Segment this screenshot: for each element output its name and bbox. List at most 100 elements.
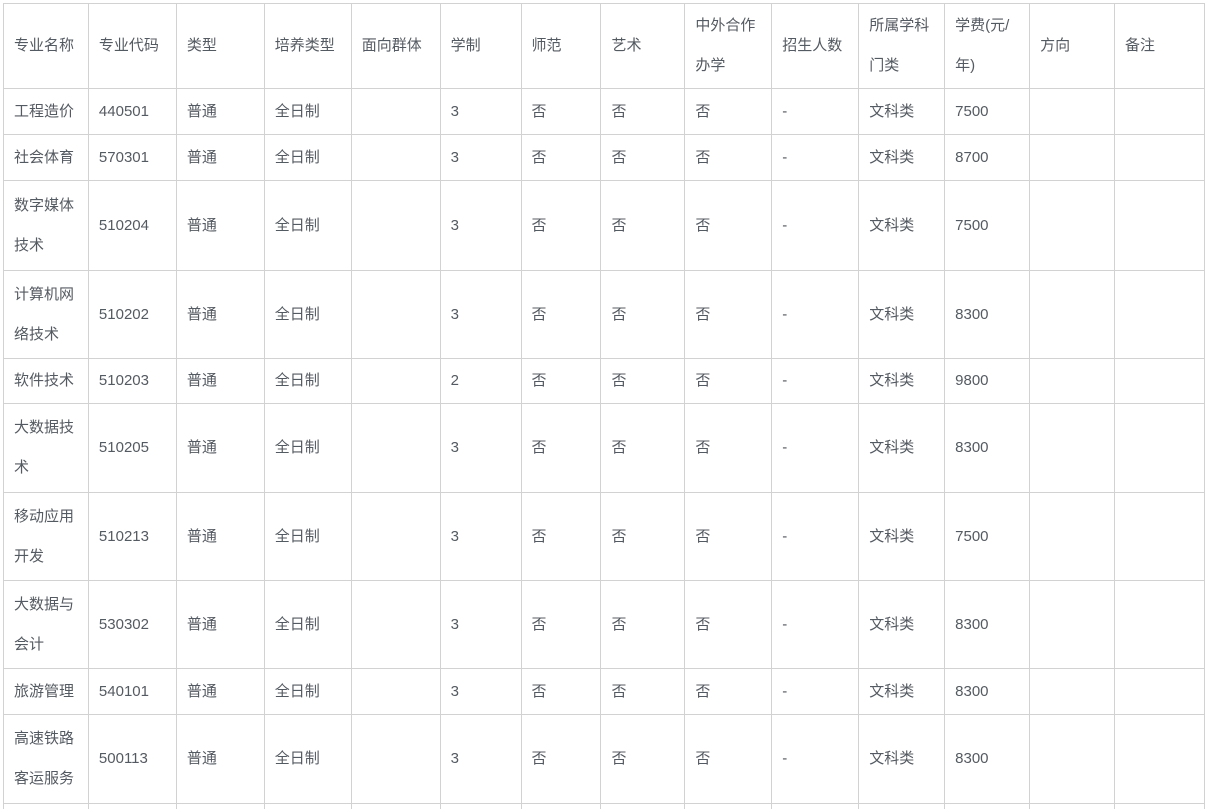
cell-duration: 3 <box>439 134 522 181</box>
cell-target-group <box>350 358 441 404</box>
cell-sino-foreign: 否 <box>684 180 773 271</box>
cell-duration: 3 <box>439 403 522 493</box>
cell-enrollment: - <box>771 714 860 804</box>
cell-discipline: 文科类 <box>858 134 946 181</box>
cell-discipline: 文科类 <box>858 403 946 493</box>
cell-enrollment: - <box>771 358 860 404</box>
cell-type: 普通 <box>175 492 265 581</box>
cell-discipline <box>858 803 946 809</box>
cell-remark <box>1114 668 1205 715</box>
column-header-remark: 备注 <box>1114 3 1205 89</box>
cell-sino-foreign: 否 <box>684 492 773 581</box>
cell-direction <box>1029 88 1115 135</box>
cell-major-name: 旅游管理 <box>3 668 89 715</box>
cell-tuition: 8300 <box>944 403 1031 493</box>
table-row: 大数据技术 510205 普通 全日制 3 否否否 - 文科类 8300 <box>3 403 1205 493</box>
column-header-duration: 学制 <box>439 3 522 89</box>
cell-discipline: 文科类 <box>858 270 946 359</box>
cell-major-code: 440501 <box>87 88 177 135</box>
cell-training-type: 全日制 <box>263 668 352 715</box>
cell-discipline: 文科类 <box>858 358 946 404</box>
cell-major-name: 大数据技术 <box>3 403 89 493</box>
cell-remark <box>1114 580 1205 669</box>
cell-major-code: 570301 <box>87 134 177 181</box>
cell-tuition: 7500 <box>944 180 1031 271</box>
cell-type: 普通 <box>175 270 265 359</box>
cell-major-code <box>87 803 177 809</box>
cell-training-type: 全日制 <box>263 714 352 804</box>
cell-target-group <box>350 403 441 493</box>
cell-type: 普通 <box>175 88 265 135</box>
cell-duration: 3 <box>439 580 522 669</box>
cell-remark <box>1114 270 1205 359</box>
header-row: 专业名称 专业代码 类型 培养类型 面向群体 学制 师范 艺术 中外合作办学 招生人数 所属学科门类… <box>3 3 1205 89</box>
cell-art: 否 <box>600 358 686 404</box>
table-row: 数字媒体技术 510204 普通 全日制 3 否否否 - 文科类 7500 <box>3 180 1205 271</box>
cell-target-group <box>350 88 441 135</box>
cell-sino-foreign: 否 <box>684 134 773 181</box>
cell-major-name: 社会体育 <box>3 134 89 181</box>
cell-training-type <box>263 803 352 809</box>
cell-normal-edu: 否 <box>520 714 602 804</box>
cell-remark <box>1114 88 1205 135</box>
cell-enrollment: - <box>771 88 860 135</box>
column-header-sino-foreign: 中外合作办学 <box>684 3 773 89</box>
cell-type: 普通 <box>175 403 265 493</box>
cell-type: 普通 <box>175 714 265 804</box>
cell-normal-edu: 否 <box>520 492 602 581</box>
cell-direction <box>1029 714 1115 804</box>
cell-art: 否 <box>600 668 686 715</box>
cell-discipline: 文科类 <box>858 668 946 715</box>
cell-art: 否 <box>600 88 686 135</box>
table-header: 专业名称 专业代码 类型 培养类型 面向群体 学制 师范 艺术 中外合作办学 招生人数 所属学科门类… <box>3 3 1205 89</box>
cell-direction <box>1029 803 1115 809</box>
cell-normal-edu: 否 <box>520 668 602 715</box>
column-header-major-name: 专业名称 <box>3 3 89 89</box>
cell-art: 否 <box>600 403 686 493</box>
cell-major-code: 510203 <box>87 358 177 404</box>
cell-direction <box>1029 180 1115 271</box>
cell-discipline: 文科类 <box>858 88 946 135</box>
column-header-target-group: 面向群体 <box>350 3 441 89</box>
cell-remark <box>1114 803 1205 809</box>
cell-duration: 3 <box>439 492 522 581</box>
cell-major-name <box>3 803 89 809</box>
cell-art: 否 <box>600 580 686 669</box>
cell-type: 普通 <box>175 180 265 271</box>
cell-major-name: 高速铁路客运服务 <box>3 714 89 804</box>
cell-enrollment: - <box>771 270 860 359</box>
cell-tuition: 9800 <box>944 358 1031 404</box>
cell-duration: 3 <box>439 88 522 135</box>
cell-direction <box>1029 403 1115 493</box>
cell-remark <box>1114 492 1205 581</box>
column-header-enrollment: 招生人数 <box>771 3 860 89</box>
cell-type: 普通 <box>175 580 265 669</box>
cell-remark <box>1114 358 1205 404</box>
cell-major-name: 大数据与会计 <box>3 580 89 669</box>
cell-training-type: 全日制 <box>263 134 352 181</box>
cell-duration: 3 <box>439 668 522 715</box>
cell-type: 普通 <box>175 134 265 181</box>
cell-enrollment: - <box>771 180 860 271</box>
cell-sino-foreign: 否 <box>684 358 773 404</box>
cell-normal-edu: 否 <box>520 134 602 181</box>
cell-tuition: 8300 <box>944 270 1031 359</box>
cell-direction <box>1029 492 1115 581</box>
cell-training-type: 全日制 <box>263 270 352 359</box>
table-row: 计算机网络技术 510202 普通 全日制 3 否否否 - 文科类 8300 <box>3 270 1205 359</box>
cell-remark <box>1114 134 1205 181</box>
cell-enrollment <box>771 803 860 809</box>
cell-target-group <box>350 803 441 809</box>
table-row <box>3 803 1205 809</box>
cell-duration: 3 <box>439 714 522 804</box>
cell-major-name: 数字媒体技术 <box>3 180 89 271</box>
cell-enrollment: - <box>771 580 860 669</box>
cell-training-type: 全日制 <box>263 403 352 493</box>
cell-direction <box>1029 580 1115 669</box>
cell-normal-edu: 否 <box>520 358 602 404</box>
cell-art: 否 <box>600 714 686 804</box>
column-header-training-type: 培养类型 <box>263 3 352 89</box>
cell-training-type: 全日制 <box>263 492 352 581</box>
table-body: 工程造价 440501 普通 全日制 3 否否否 - 文科类 7500 社会体育 570301 普通全… <box>3 88 1205 809</box>
cell-discipline: 文科类 <box>858 492 946 581</box>
